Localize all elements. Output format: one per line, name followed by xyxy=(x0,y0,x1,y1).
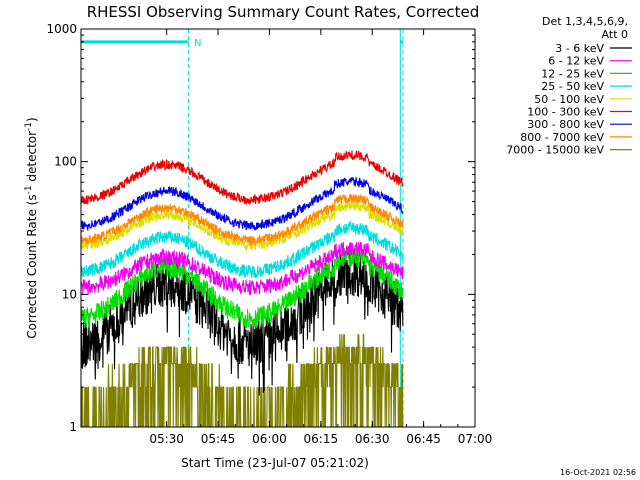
series-line xyxy=(80,221,404,279)
x-tick-label: 05:45 xyxy=(201,432,236,446)
y-label-mid: detector xyxy=(25,131,39,186)
y-label-sup2: -1 xyxy=(24,122,34,131)
legend-label: 100 - 300 keV xyxy=(527,106,604,119)
x-tick-label: 06:15 xyxy=(304,432,339,446)
series-layer xyxy=(80,150,404,428)
y-tick-label: 1 xyxy=(69,420,77,434)
legend-label: 12 - 25 keV xyxy=(541,67,604,80)
y-label-sup1: -1 xyxy=(24,185,34,194)
y-label-main: Corrected Count Rate (s xyxy=(25,194,39,338)
series-line xyxy=(80,193,404,247)
ticks-layer: 05:30 05:45 06:00 06:15 06:30 06:45 07:00 1 10 10… xyxy=(46,22,492,446)
legend-label: 300 - 800 keV xyxy=(527,118,604,131)
legend-label: 3 - 6 keV xyxy=(555,42,604,55)
legend-header-2: Att 0 xyxy=(602,28,628,41)
y-tick-label: 1000 xyxy=(46,22,77,36)
plot-frame xyxy=(80,28,476,428)
x-tick-label: 07:00 xyxy=(458,432,493,446)
y-label-end: ) xyxy=(25,117,39,122)
x-tick-label: 06:30 xyxy=(355,432,390,446)
legend-label: 25 - 50 keV xyxy=(541,80,604,93)
legend-label: 50 - 100 keV xyxy=(534,93,604,106)
legend-label: 6 - 12 keV xyxy=(548,55,604,68)
series-line xyxy=(80,241,404,297)
generation-timestamp: 16-Oct-2021 02:56 xyxy=(560,468,636,477)
x-tick-label: 05:30 xyxy=(149,432,184,446)
saa-annotation: N xyxy=(194,38,201,49)
y-axis-label: Corrected Count Rate (s-1 detector-1) xyxy=(24,117,39,338)
y-tick-label: 100 xyxy=(54,155,77,169)
legend-label: 7000 - 15000 keV xyxy=(506,144,604,157)
x-axis-label: Start Time (23-Jul-07 05:21:02) xyxy=(181,456,369,470)
chart-title: RHESSI Observing Summary Count Rates, Co… xyxy=(87,3,480,21)
x-tick-label: 06:45 xyxy=(406,432,441,446)
series-line xyxy=(80,150,404,206)
x-tick-label: 06:00 xyxy=(252,432,287,446)
y-tick-label: 10 xyxy=(62,287,77,301)
series-line xyxy=(80,246,404,329)
series-line xyxy=(80,176,404,232)
legend-header-1: Det 1,3,4,5,6,9, xyxy=(542,15,628,28)
legend-label: 800 - 7000 keV xyxy=(520,131,604,144)
